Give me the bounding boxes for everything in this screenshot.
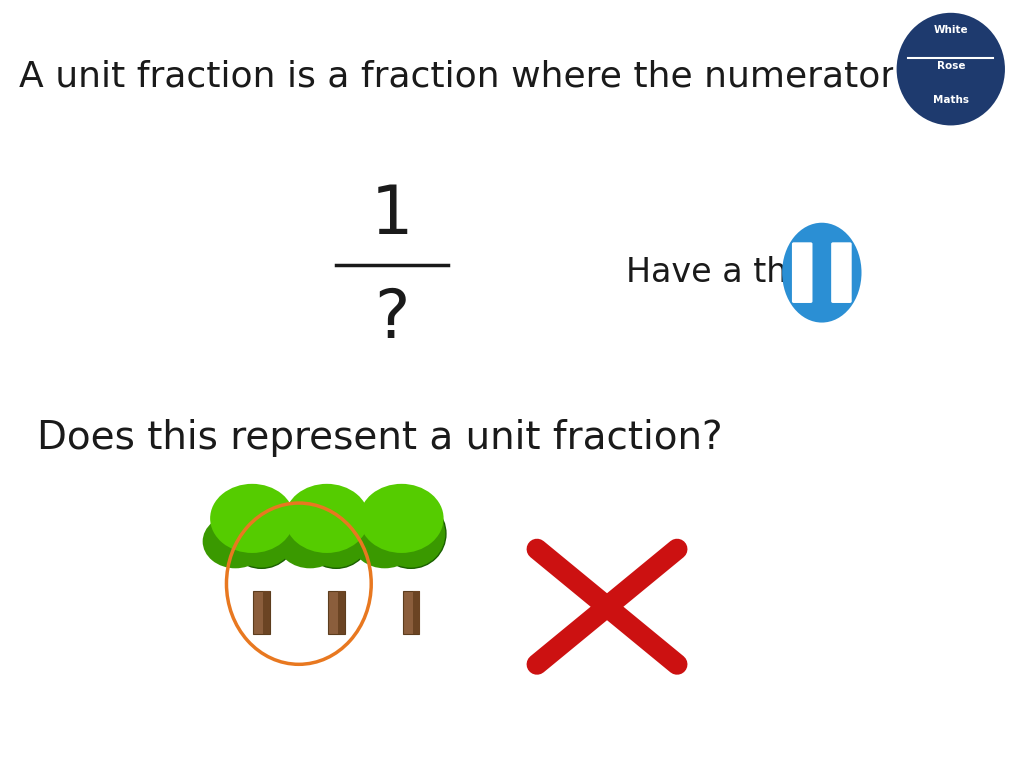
FancyBboxPatch shape	[792, 243, 812, 303]
Bar	[328, 591, 345, 634]
Bar	[338, 591, 345, 634]
Circle shape	[203, 515, 268, 568]
Text: White: White	[934, 25, 968, 35]
Circle shape	[352, 515, 418, 568]
Circle shape	[210, 484, 294, 553]
Circle shape	[285, 484, 369, 553]
Ellipse shape	[301, 499, 372, 568]
Circle shape	[278, 515, 343, 568]
Bar	[402, 591, 419, 634]
Circle shape	[359, 484, 443, 553]
Bar	[413, 591, 420, 634]
FancyBboxPatch shape	[831, 243, 852, 303]
Ellipse shape	[376, 499, 445, 568]
Text: Rose: Rose	[937, 61, 965, 71]
Text: 1: 1	[371, 182, 414, 248]
Circle shape	[895, 11, 1007, 127]
Ellipse shape	[782, 223, 861, 323]
Text: A unit fraction is a fraction where the numerator is 1: A unit fraction is a fraction where the …	[18, 60, 970, 94]
Bar	[263, 591, 270, 634]
Text: Maths: Maths	[933, 94, 969, 104]
Text: ?: ?	[375, 286, 410, 352]
Text: Does this represent a unit fraction?: Does this represent a unit fraction?	[37, 419, 723, 457]
Ellipse shape	[226, 499, 297, 568]
Bar	[253, 591, 270, 634]
Text: Have a think: Have a think	[626, 257, 837, 289]
